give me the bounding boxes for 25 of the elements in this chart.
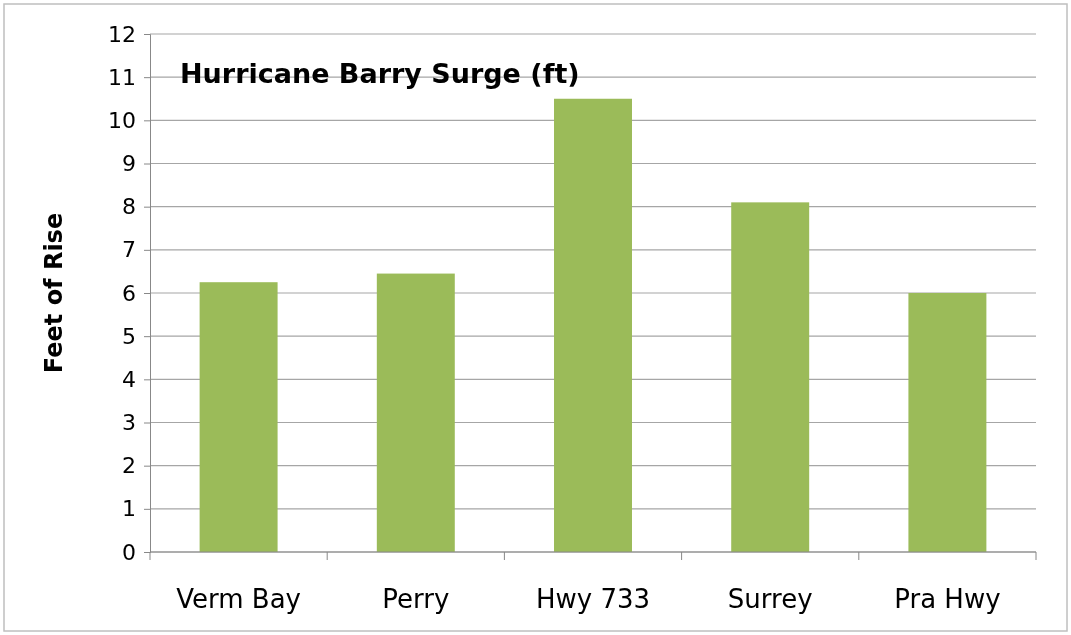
bar — [731, 202, 810, 552]
x-tick-label: Perry — [382, 584, 450, 614]
bar — [376, 273, 455, 552]
bar — [554, 98, 632, 552]
y-tick-label: 4 — [122, 366, 136, 392]
y-tick-label: 12 — [108, 21, 136, 47]
y-axis-title: Feet of Rise — [40, 212, 68, 374]
text: Hurricane Barry Surge (ft) — [180, 58, 580, 89]
y-tick-label: 10 — [108, 107, 136, 133]
x-tick-label: Verm Bay — [176, 584, 301, 614]
x-tick-label: Pra Hwy — [894, 584, 1001, 614]
y-tick-label: 8 — [122, 194, 136, 220]
y-tick-label: 1 — [122, 496, 136, 522]
y-tick-label: 0 — [122, 539, 136, 565]
y-tick-label: 6 — [122, 280, 136, 306]
y-tick-label: 11 — [108, 64, 136, 90]
x-tick-label: Surrey — [727, 584, 813, 614]
y-tick-label: 7 — [122, 237, 136, 263]
y-tick-label: 5 — [122, 323, 136, 349]
x-tick-label: Hwy 733 — [535, 584, 651, 614]
bar — [908, 293, 987, 552]
y-tick-label: 2 — [122, 453, 136, 479]
bar — [199, 282, 278, 552]
y-tick-label: 9 — [122, 151, 136, 177]
y-tick-label: 3 — [122, 410, 136, 436]
